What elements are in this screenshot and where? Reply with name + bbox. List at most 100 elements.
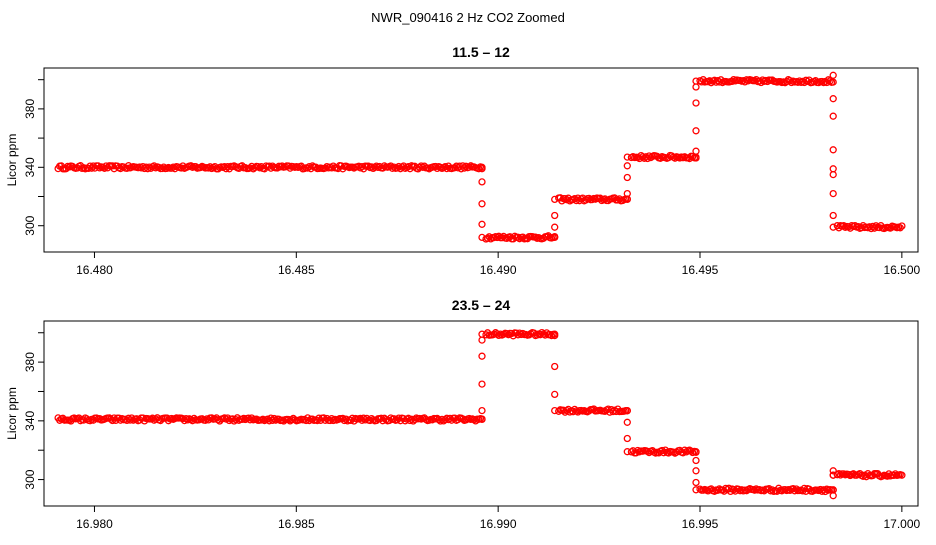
y-tick-label: 340 (23, 411, 37, 431)
data-point (184, 416, 192, 424)
transition-point (551, 223, 559, 231)
transition-point (692, 147, 700, 155)
data-point (444, 415, 453, 424)
y-tick-label: 340 (23, 157, 37, 177)
y-axis-label: Licor ppm (5, 134, 19, 187)
transition-point (623, 189, 631, 198)
x-tick-label: 16.490 (480, 263, 517, 277)
transition-point (692, 448, 700, 456)
data-point (419, 163, 427, 171)
data-point (406, 416, 414, 425)
transition-point (478, 233, 486, 242)
x-tick-label: 16.980 (76, 517, 113, 531)
transition-point (478, 352, 486, 360)
data-point (829, 78, 837, 86)
data-point (94, 162, 102, 170)
data-point (495, 331, 503, 340)
data-point (750, 77, 759, 85)
data-point (840, 222, 848, 230)
transition-point (692, 127, 700, 135)
transition-point (829, 189, 837, 198)
data-point (546, 330, 554, 339)
data-point (891, 470, 900, 478)
transition-point (829, 170, 837, 179)
data-point (259, 415, 267, 423)
y-tick-label: 380 (23, 352, 37, 372)
transition-point (692, 486, 700, 494)
y-tick-label: 300 (23, 215, 37, 235)
data-point (503, 329, 511, 338)
x-tick-label: 16.495 (682, 263, 719, 277)
transition-point (829, 112, 837, 120)
transition-point (551, 233, 559, 242)
transition-point (692, 99, 700, 107)
data-point (393, 164, 401, 172)
data-point (206, 163, 214, 171)
transition-point (623, 448, 631, 456)
panel-bottom: 23.5 – 24 Licor ppm 16.980 16.985 16.990 16.9… (5, 297, 921, 531)
x-tick-label: 16.485 (278, 263, 315, 277)
transition-point (478, 380, 486, 388)
x-tick-label: 16.985 (278, 517, 315, 531)
panel-title: 23.5 – 24 (452, 297, 511, 313)
data-point (826, 77, 834, 85)
data-point (669, 448, 678, 456)
transition-point (829, 95, 837, 103)
data-point (388, 164, 397, 172)
transition-point (551, 390, 559, 399)
transition-point (551, 362, 559, 371)
data-point (329, 416, 337, 425)
transition-point (478, 163, 486, 171)
data-point (390, 415, 398, 423)
transition-point (478, 415, 486, 424)
transition-point (478, 330, 486, 338)
x-tick-label: 17.000 (884, 517, 921, 531)
transition-point (829, 165, 837, 173)
data-points (54, 71, 906, 243)
transition-point (829, 492, 837, 500)
transition-point (551, 195, 559, 204)
data-point (431, 162, 440, 171)
data-point (460, 164, 469, 172)
x-tick-label: 16.480 (76, 263, 113, 277)
transition-point (478, 178, 486, 186)
data-point (436, 417, 445, 425)
data-point (898, 222, 906, 230)
transition-point (829, 467, 837, 475)
transition-point (692, 467, 700, 475)
transition-point (551, 406, 559, 415)
data-point (182, 414, 190, 423)
transition-point (623, 173, 631, 182)
data-point (705, 77, 714, 85)
data-point (768, 486, 776, 494)
data-point (214, 416, 222, 424)
data-point (321, 416, 329, 424)
y-tick-label: 300 (23, 469, 37, 489)
data-point (390, 163, 398, 171)
transition-point (623, 434, 631, 443)
transition-point (551, 211, 559, 220)
data-point (246, 164, 254, 172)
transition-point (692, 478, 700, 487)
transition-point (692, 83, 700, 91)
data-point (204, 164, 213, 172)
data-point (150, 162, 158, 170)
data-point (187, 162, 195, 170)
data-point (240, 414, 248, 423)
x-tick-label: 16.990 (480, 517, 517, 531)
data-points (54, 328, 906, 500)
transition-point (478, 406, 486, 415)
figure-suptitle: NWR_090416 2 Hz CO2 Zoomed (371, 10, 565, 25)
data-point (627, 448, 636, 456)
panel-title: 11.5 – 12 (452, 44, 510, 60)
transition-point (829, 471, 837, 479)
data-point (514, 233, 522, 241)
transition-point (692, 77, 700, 85)
transition-point (623, 153, 631, 161)
plot-frame (43, 67, 919, 253)
transition-point (551, 330, 559, 338)
plot-frame (43, 320, 919, 507)
data-point (504, 331, 513, 339)
panel-top: 11.5 – 12 Licor ppm 16.480 16.485 16.490 16.4… (5, 44, 921, 277)
